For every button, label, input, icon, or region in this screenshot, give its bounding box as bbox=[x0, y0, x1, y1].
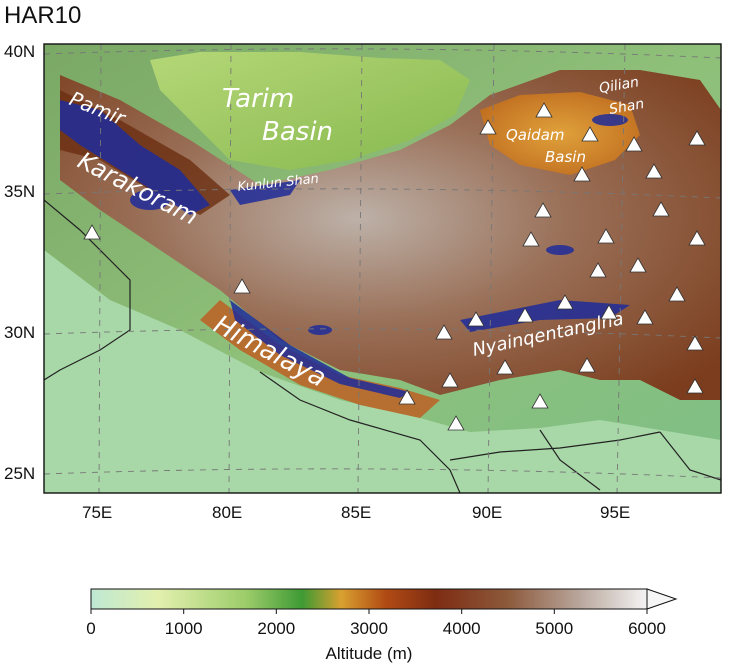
station-triangle-icon bbox=[83, 224, 101, 240]
station-triangle-icon bbox=[645, 163, 663, 179]
station-triangle-icon bbox=[686, 378, 704, 394]
lon-tick-labels: 75E 80E 85E 90E 95E bbox=[82, 503, 630, 522]
border-lines bbox=[44, 199, 721, 493]
tarim-basin-area bbox=[150, 52, 470, 170]
station-triangle-icon bbox=[467, 311, 485, 327]
station-triangle-icon bbox=[556, 294, 574, 310]
lat-tick-label: 35N bbox=[4, 182, 35, 201]
terrain-layer bbox=[44, 44, 721, 493]
lat-tick-label: 40N bbox=[4, 42, 35, 61]
colorbar-gradient bbox=[90, 588, 648, 610]
station-triangle-icon bbox=[531, 393, 549, 409]
lat-tick-labels: 40N 35N 30N 25N bbox=[4, 42, 35, 483]
station-triangle-icon bbox=[581, 126, 599, 142]
colorbar-tick-label: 5000 bbox=[535, 619, 573, 638]
station-triangle-icon bbox=[668, 286, 686, 302]
colorbar-tick-label: 1000 bbox=[165, 619, 203, 638]
colorbar-tick-label: 0 bbox=[86, 619, 95, 638]
station-triangle-icon bbox=[573, 166, 591, 182]
colorbar-tick-label: 4000 bbox=[443, 619, 481, 638]
station-triangle-icon bbox=[496, 359, 514, 375]
qaidam-basin-area bbox=[480, 92, 640, 175]
glacier-patches bbox=[60, 100, 630, 398]
station-triangle-icon bbox=[535, 102, 553, 118]
colorbar-tick-label: 6000 bbox=[628, 619, 666, 638]
region-label-qilian: Qilian bbox=[598, 74, 640, 97]
station-triangle-icon bbox=[686, 335, 704, 351]
colorbar-title: Altitude (m) bbox=[326, 644, 413, 663]
lat-tick-label: 30N bbox=[4, 323, 35, 342]
lon-tick-label: 75E bbox=[82, 503, 112, 522]
station-triangle-icon bbox=[589, 262, 607, 278]
region-label-qilian-shan: Shan bbox=[608, 96, 645, 118]
region-label-qaidam-basin: Basin bbox=[545, 148, 586, 166]
station-markers bbox=[83, 102, 706, 431]
station-triangle-icon bbox=[522, 231, 540, 247]
map-frame bbox=[43, 43, 722, 494]
station-triangle-icon bbox=[516, 307, 534, 323]
station-triangle-icon bbox=[688, 130, 706, 146]
lon-tick-label: 85E bbox=[341, 503, 371, 522]
station-triangle-icon bbox=[479, 119, 497, 135]
map-title: HAR10 bbox=[4, 2, 82, 29]
lat-tick-label: 25N bbox=[4, 464, 35, 483]
station-triangle-icon bbox=[578, 357, 596, 373]
region-label-tarim: Tarim bbox=[222, 84, 294, 114]
station-triangle-icon bbox=[600, 304, 618, 320]
colorbar: 0 1000 2000 3000 4000 5000 6000 Altitude… bbox=[86, 588, 678, 663]
station-triangle-icon bbox=[435, 324, 453, 340]
station-triangle-icon bbox=[398, 389, 416, 405]
colorbar-extend-arrow bbox=[646, 588, 678, 610]
station-triangle-icon bbox=[447, 415, 465, 431]
station-triangle-icon bbox=[688, 230, 706, 246]
station-triangle-icon bbox=[597, 228, 615, 244]
station-triangle-icon bbox=[441, 372, 459, 388]
station-triangle-icon bbox=[629, 257, 647, 273]
station-triangle-icon bbox=[625, 136, 643, 152]
lon-tick-label: 95E bbox=[600, 503, 630, 522]
station-triangle-icon bbox=[534, 202, 552, 218]
region-label-qaidam: Qaidam bbox=[506, 126, 565, 144]
region-label-tarim-basin: Basin bbox=[262, 117, 333, 147]
lon-tick-label: 80E bbox=[212, 503, 242, 522]
station-triangle-icon bbox=[636, 309, 654, 325]
lon-tick-label: 90E bbox=[472, 503, 502, 522]
graticule bbox=[44, 44, 721, 493]
station-triangle-icon bbox=[652, 201, 670, 217]
station-triangle-icon bbox=[233, 278, 251, 294]
colorbar-tick-label: 2000 bbox=[257, 619, 295, 638]
colorbar-tick-label: 3000 bbox=[350, 619, 388, 638]
